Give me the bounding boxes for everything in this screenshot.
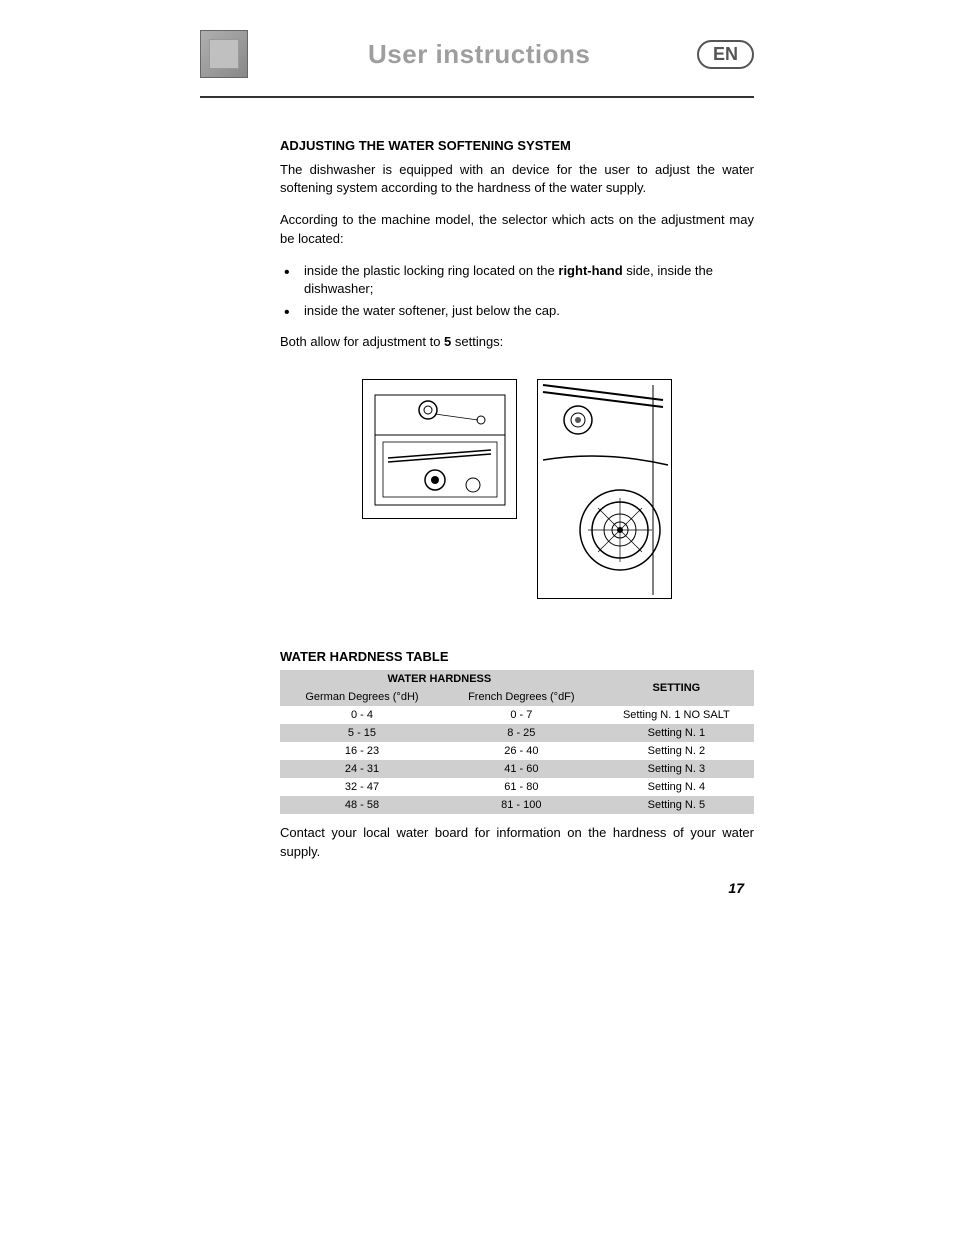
table-heading: WATER HARDNESS TABLE [280, 649, 754, 664]
page-header: User instructions EN [200, 30, 754, 98]
table-cell-setting: Setting N. 2 [599, 742, 754, 760]
page-container: User instructions EN ADJUSTING THE WATER… [0, 0, 954, 861]
bullet-text-pre: inside the plastic locking ring located … [304, 263, 558, 278]
settings-post: settings: [451, 334, 503, 349]
table-row: 24 - 31 41 - 60 Setting N. 3 [280, 760, 754, 778]
settings-pre: Both allow for adjustment to [280, 334, 444, 349]
paragraph-intro: The dishwasher is equipped with an devic… [280, 161, 754, 197]
language-badge: EN [697, 40, 754, 69]
diagram-row [280, 379, 754, 599]
dishwasher-icon [200, 30, 248, 78]
content-area: ADJUSTING THE WATER SOFTENING SYSTEM The… [200, 138, 754, 861]
table-row: 48 - 58 81 - 100 Setting N. 5 [280, 796, 754, 814]
bullet-text-pre: inside the water softener, just below th… [304, 303, 560, 318]
bullet-list-locations: inside the plastic locking ring located … [280, 262, 754, 321]
table-cell-df: 0 - 7 [444, 706, 599, 724]
table-super-header: WATER HARDNESS [280, 670, 599, 688]
table-cell-setting: Setting N. 1 [599, 724, 754, 742]
table-cell-setting: Setting N. 3 [599, 760, 754, 778]
settings-count-line: Both allow for adjustment to 5 settings: [280, 334, 754, 349]
footer-paragraph: Contact your local water board for infor… [280, 824, 754, 860]
table-cell-df: 81 - 100 [444, 796, 599, 814]
list-item: inside the plastic locking ring located … [280, 262, 754, 298]
page-title: User instructions [368, 39, 590, 70]
table-cell-dh: 24 - 31 [280, 760, 444, 778]
table-cell-df: 41 - 60 [444, 760, 599, 778]
table-cell-df: 8 - 25 [444, 724, 599, 742]
table-header-row: WATER HARDNESS SETTING [280, 670, 754, 688]
table-cell-dh: 0 - 4 [280, 706, 444, 724]
header-left-group: User instructions [200, 30, 590, 78]
table-setting-header: SETTING [599, 670, 754, 706]
table-cell-setting: Setting N. 4 [599, 778, 754, 796]
paragraph-location: According to the machine model, the sele… [280, 211, 754, 247]
diagram-interior-view-icon [362, 379, 517, 519]
water-hardness-table: WATER HARDNESS SETTING German Degrees (°… [280, 670, 754, 814]
table-cell-dh: 5 - 15 [280, 724, 444, 742]
table-cell-setting: Setting N. 1 NO SALT [599, 706, 754, 724]
table-cell-df: 26 - 40 [444, 742, 599, 760]
table-col-dh: German Degrees (°dH) [280, 688, 444, 706]
diagram-softener-cap-icon [537, 379, 672, 599]
table-cell-df: 61 - 80 [444, 778, 599, 796]
table-row: 0 - 4 0 - 7 Setting N. 1 NO SALT [280, 706, 754, 724]
table-row: 32 - 47 61 - 80 Setting N. 4 [280, 778, 754, 796]
bullet-text-bold: right-hand [558, 263, 622, 278]
table-cell-dh: 32 - 47 [280, 778, 444, 796]
page-number: 17 [728, 880, 744, 896]
list-item: inside the water softener, just below th… [280, 302, 754, 320]
section-heading-adjusting: ADJUSTING THE WATER SOFTENING SYSTEM [280, 138, 754, 153]
table-cell-dh: 48 - 58 [280, 796, 444, 814]
table-row: 5 - 15 8 - 25 Setting N. 1 [280, 724, 754, 742]
table-col-df: French Degrees (°dF) [444, 688, 599, 706]
table-cell-setting: Setting N. 5 [599, 796, 754, 814]
table-row: 16 - 23 26 - 40 Setting N. 2 [280, 742, 754, 760]
table-cell-dh: 16 - 23 [280, 742, 444, 760]
